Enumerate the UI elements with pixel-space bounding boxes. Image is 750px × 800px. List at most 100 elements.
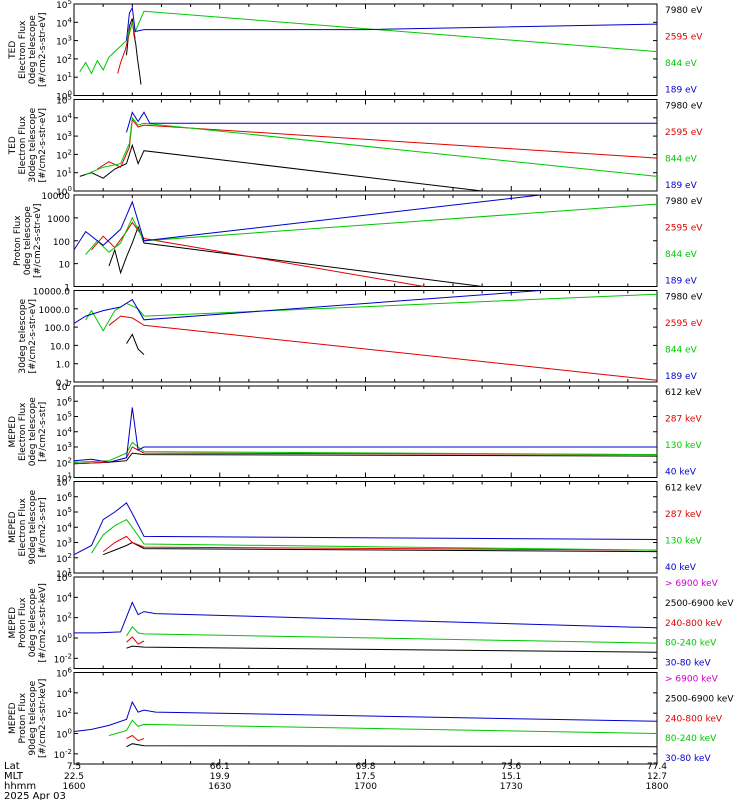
series-line-3 — [85, 293, 658, 332]
legend-entry: 40 keV — [665, 563, 697, 573]
legend-entry: 844 eV — [665, 59, 698, 69]
x-tick-label-hhmm: 1800 — [646, 782, 669, 792]
panel-frame — [73, 481, 658, 574]
legend-entry: 189 eV — [665, 86, 698, 96]
x-tick-label-hhmm: 1600 — [63, 782, 86, 792]
legend-entry: 844 eV — [665, 346, 698, 356]
y-axis-label-line: TED — [8, 41, 18, 60]
y-tick-label: 100 — [56, 90, 72, 103]
series-line-4 — [73, 290, 541, 324]
legend-entry: 7980 eV — [665, 102, 703, 112]
y-axis-label-line: MEPED — [8, 607, 18, 639]
y-tick-label: 102 — [56, 707, 72, 720]
series-line-1 — [126, 333, 145, 355]
legend-entry: 2595 eV — [665, 224, 703, 234]
y-axis-label-line: MEPED — [8, 511, 18, 543]
x-row-label-mlt: MLT — [4, 771, 24, 782]
legend-entry: 189 eV — [665, 277, 698, 287]
y-axis-label-line: Electron Flux — [18, 20, 28, 79]
y-axis-label-line: Electron Flux — [18, 115, 28, 174]
legend-entry: 80-240 keV — [665, 639, 717, 649]
panel-6: 101 102 103 104 105 106 107 MEPED Electron Flux 9… — [8, 476, 702, 581]
y-tick-label: 101 — [56, 167, 72, 180]
legend-entry: 2500-6900 keV — [665, 599, 734, 609]
y-axis-label-line: 30deg telescope — [28, 107, 38, 182]
x-date-label: 2025 Apr 03 — [4, 791, 66, 800]
y-tick-label: 100 — [56, 185, 72, 198]
y-tick-label: 106 — [56, 491, 72, 504]
legend-entry: 2595 eV — [665, 33, 703, 43]
legend-entry: 189 eV — [665, 372, 698, 382]
legend-entry: 2595 eV — [665, 319, 703, 329]
y-axis-label-line: 0deg telescope — [28, 15, 38, 85]
x-tick-label-mlt: 19.9 — [210, 772, 230, 782]
y-axis-label-line: Proton Flux — [18, 692, 28, 743]
y-axis-label-line: [#/cm2-s-str-eV] — [38, 108, 48, 183]
panel-frame — [73, 576, 658, 669]
y-axis-label-line: [#/cm2-s-str-eV] — [28, 299, 38, 374]
series-line-2 — [126, 734, 145, 742]
legend-entry: 844 eV — [665, 155, 698, 165]
y-axis-label-line: [#/cm2-s-str] — [38, 497, 48, 557]
legend-entry: 130 keV — [665, 537, 702, 547]
series-line-3 — [79, 10, 658, 75]
y-tick-label: 101 — [56, 71, 72, 84]
panel-1: 100 101 102 103 104 105 TED Electron Flux 0deg t… — [8, 0, 703, 103]
y-tick-label: 10000 — [41, 192, 70, 202]
x-tick-label-hhmm: 1730 — [500, 782, 523, 792]
y-tick-label: 100.0 — [44, 324, 70, 334]
series-line-2 — [91, 221, 424, 287]
y-axis-label-line: 90deg telescope — [28, 489, 38, 564]
panel-2: 100 101 102 103 104 105 TED Electron Flux 30deg … — [8, 94, 703, 199]
y-axis-label-line: Proton Flux — [13, 215, 23, 266]
y-tick-label: 102 — [56, 148, 72, 161]
series-line-2 — [108, 315, 658, 381]
series-line-2 — [117, 22, 136, 74]
legend-entry: 287 keV — [665, 510, 702, 520]
x-tick-label-mlt: 12.7 — [647, 772, 667, 782]
series-line-1 — [103, 541, 658, 556]
x-tick-label-mlt: 17.5 — [355, 772, 375, 782]
y-tick-label: 104 — [56, 591, 72, 604]
y-tick-label: 105 — [56, 94, 72, 107]
legend-entry: 130 keV — [665, 441, 702, 451]
y-axis-label-line: [#/cm2-s-str-keV] — [38, 679, 48, 758]
x-tick-label-mlt: 15.1 — [501, 772, 521, 782]
y-tick-label: 100 — [53, 238, 70, 248]
y-axis-label-line: Electron Flux — [18, 497, 28, 556]
y-axis-label-line: 0deg telescope — [28, 397, 38, 467]
y-tick-label: 1 — [64, 284, 70, 294]
y-tick-label: 103 — [56, 130, 72, 143]
y-tick-label: 102 — [56, 456, 72, 469]
x-tick-label-mlt: 22.5 — [64, 772, 84, 782]
legend-entry: 30-80 keV — [665, 659, 711, 669]
y-tick-label: 10000.0 — [33, 288, 70, 298]
y-tick-label: 107 — [56, 380, 72, 393]
series-line-4 — [73, 700, 658, 732]
y-tick-label: 104 — [56, 687, 72, 700]
legend-entry: 612 keV — [665, 388, 702, 398]
y-tick-label: 103 — [56, 35, 72, 48]
y-tick-label: 100 — [56, 632, 72, 645]
y-axis-label-line: 0deg telescope — [23, 206, 33, 276]
y-tick-label: 104 — [56, 16, 72, 29]
y-tick-label: 104 — [56, 426, 72, 439]
series-line-4 — [73, 194, 541, 251]
y-tick-label: 104 — [56, 521, 72, 534]
y-tick-label: 105 — [56, 411, 72, 424]
y-axis-label-line: [#/cm2-s-str-eV] — [38, 12, 48, 87]
panel-frame — [73, 385, 658, 478]
y-tick-label: 103 — [56, 441, 72, 454]
legend-entry: 30-80 keV — [665, 754, 711, 764]
x-tick-label-hhmm: 1630 — [208, 782, 231, 792]
x-tick-label-lat: 66.1 — [210, 762, 230, 772]
y-axis-label-line: [#/cm2-s-str-keV] — [38, 583, 48, 662]
series-line-4 — [126, 111, 657, 133]
y-axis-label-line: 30deg telescope — [18, 298, 28, 373]
y-axis-label-line: MEPED — [8, 416, 18, 448]
legend-entry: > 6900 keV — [665, 675, 719, 685]
y-axis-label-line: [#/cm2-s-str-eV] — [33, 203, 43, 278]
